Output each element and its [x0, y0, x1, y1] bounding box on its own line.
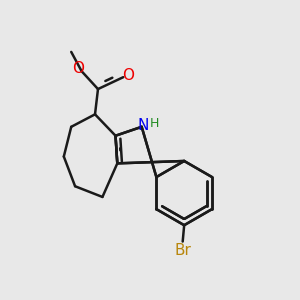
Text: Br: Br — [174, 243, 191, 258]
Text: O: O — [122, 68, 134, 83]
Text: N: N — [137, 118, 149, 133]
Text: H: H — [149, 117, 159, 130]
Text: O: O — [72, 61, 84, 76]
